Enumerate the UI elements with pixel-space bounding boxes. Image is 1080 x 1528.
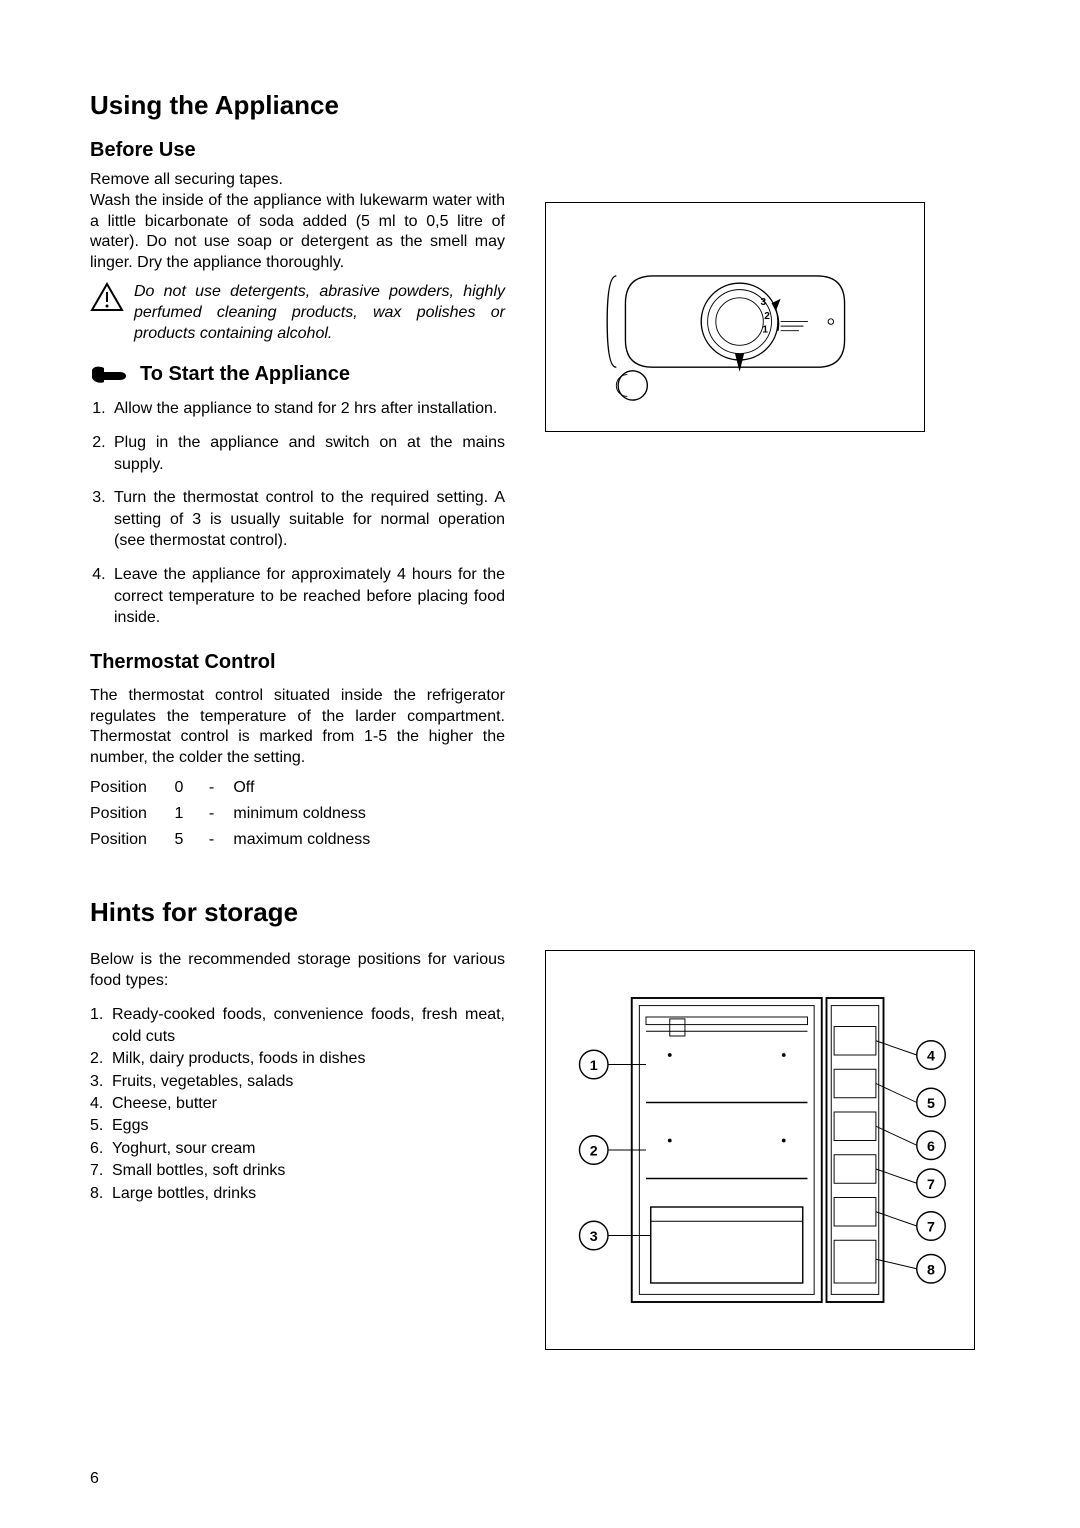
- hints-item: 7.Small bottles, soft drinks: [112, 1160, 505, 1182]
- hints-item: 8.Large bottles, drinks: [112, 1183, 505, 1205]
- position-label: Position: [90, 779, 170, 797]
- thermostat-para: The thermostat control situated inside t…: [90, 686, 505, 769]
- position-row: Position 5 - maximum coldness: [90, 831, 505, 849]
- position-row: Position 0 - Off: [90, 779, 505, 797]
- thermostat-label: 3: [761, 297, 767, 308]
- warning-block: Do not use detergents, abrasive powders,…: [90, 282, 505, 344]
- position-num: 0: [174, 779, 204, 797]
- to-start-list: Allow the appliance to stand for 2 hrs a…: [90, 398, 505, 628]
- hints-intro: Below is the recommended storage positio…: [90, 950, 505, 992]
- to-start-item: Turn the thermostat control to the requi…: [110, 487, 505, 552]
- thermostat-diagram: 3 2 1: [545, 202, 925, 432]
- position-num: 5: [174, 831, 204, 849]
- positions-table: Position 0 - Off Position 1 - minimum co…: [90, 779, 505, 849]
- hints-item: 4.Cheese, butter: [112, 1093, 505, 1115]
- thermostat-diagram-svg: 3 2 1: [555, 212, 915, 422]
- warning-triangle-icon: [90, 282, 124, 312]
- fridge-label: 7: [927, 1177, 935, 1193]
- hints-item: 3.Fruits, vegetables, salads: [112, 1071, 505, 1093]
- fridge-label: 1: [590, 1058, 598, 1074]
- fridge-label: 3: [590, 1229, 598, 1245]
- position-label: Position: [90, 831, 170, 849]
- pointing-hand-icon: [90, 362, 130, 386]
- to-start-heading: To Start the Appliance: [140, 363, 350, 386]
- page-title: Using the Appliance: [90, 90, 1000, 121]
- position-row: Position 1 - minimum coldness: [90, 805, 505, 823]
- fridge-label: 7: [927, 1220, 935, 1236]
- hints-item: 6.Yoghurt, sour cream: [112, 1138, 505, 1160]
- thermostat-heading: Thermostat Control: [90, 651, 505, 674]
- position-num: 1: [174, 805, 204, 823]
- page-number: 6: [90, 1470, 99, 1488]
- before-use-para1: Remove all securing tapes.: [90, 170, 505, 191]
- hints-item: 2.Milk, dairy products, foods in dishes: [112, 1048, 505, 1070]
- thermostat-label: 1: [762, 325, 768, 336]
- warning-text: Do not use detergents, abrasive powders,…: [134, 282, 505, 344]
- to-start-item: Allow the appliance to stand for 2 hrs a…: [110, 398, 505, 420]
- position-dash: -: [209, 805, 229, 823]
- position-dash: -: [209, 779, 229, 797]
- hints-item: 1.Ready-cooked foods, convenience foods,…: [112, 1004, 505, 1049]
- position-desc: maximum coldness: [233, 831, 370, 849]
- before-use-heading: Before Use: [90, 139, 1000, 162]
- to-start-item: Leave the appliance for approximately 4 …: [110, 564, 505, 629]
- to-start-item: Plug in the appliance and switch on at t…: [110, 432, 505, 475]
- fridge-diagram: 1 2 3 4 5 6 7: [545, 950, 975, 1350]
- fridge-diagram-svg: 1 2 3 4 5 6 7: [555, 960, 965, 1340]
- fridge-label: 2: [590, 1144, 598, 1160]
- position-dash: -: [209, 831, 229, 849]
- thermostat-label: 2: [764, 311, 770, 322]
- fridge-label: 4: [927, 1049, 935, 1065]
- position-label: Position: [90, 805, 170, 823]
- before-use-para2: Wash the inside of the appliance with lu…: [90, 191, 505, 274]
- hints-heading: Hints for storage: [90, 897, 1000, 928]
- position-desc: Off: [233, 779, 254, 797]
- hints-item: 5.Eggs: [112, 1115, 505, 1137]
- position-desc: minimum coldness: [233, 805, 365, 823]
- fridge-label: 8: [927, 1262, 935, 1278]
- fridge-label: 6: [927, 1139, 935, 1155]
- fridge-label: 5: [927, 1096, 935, 1112]
- hints-list: 1.Ready-cooked foods, convenience foods,…: [90, 1004, 505, 1206]
